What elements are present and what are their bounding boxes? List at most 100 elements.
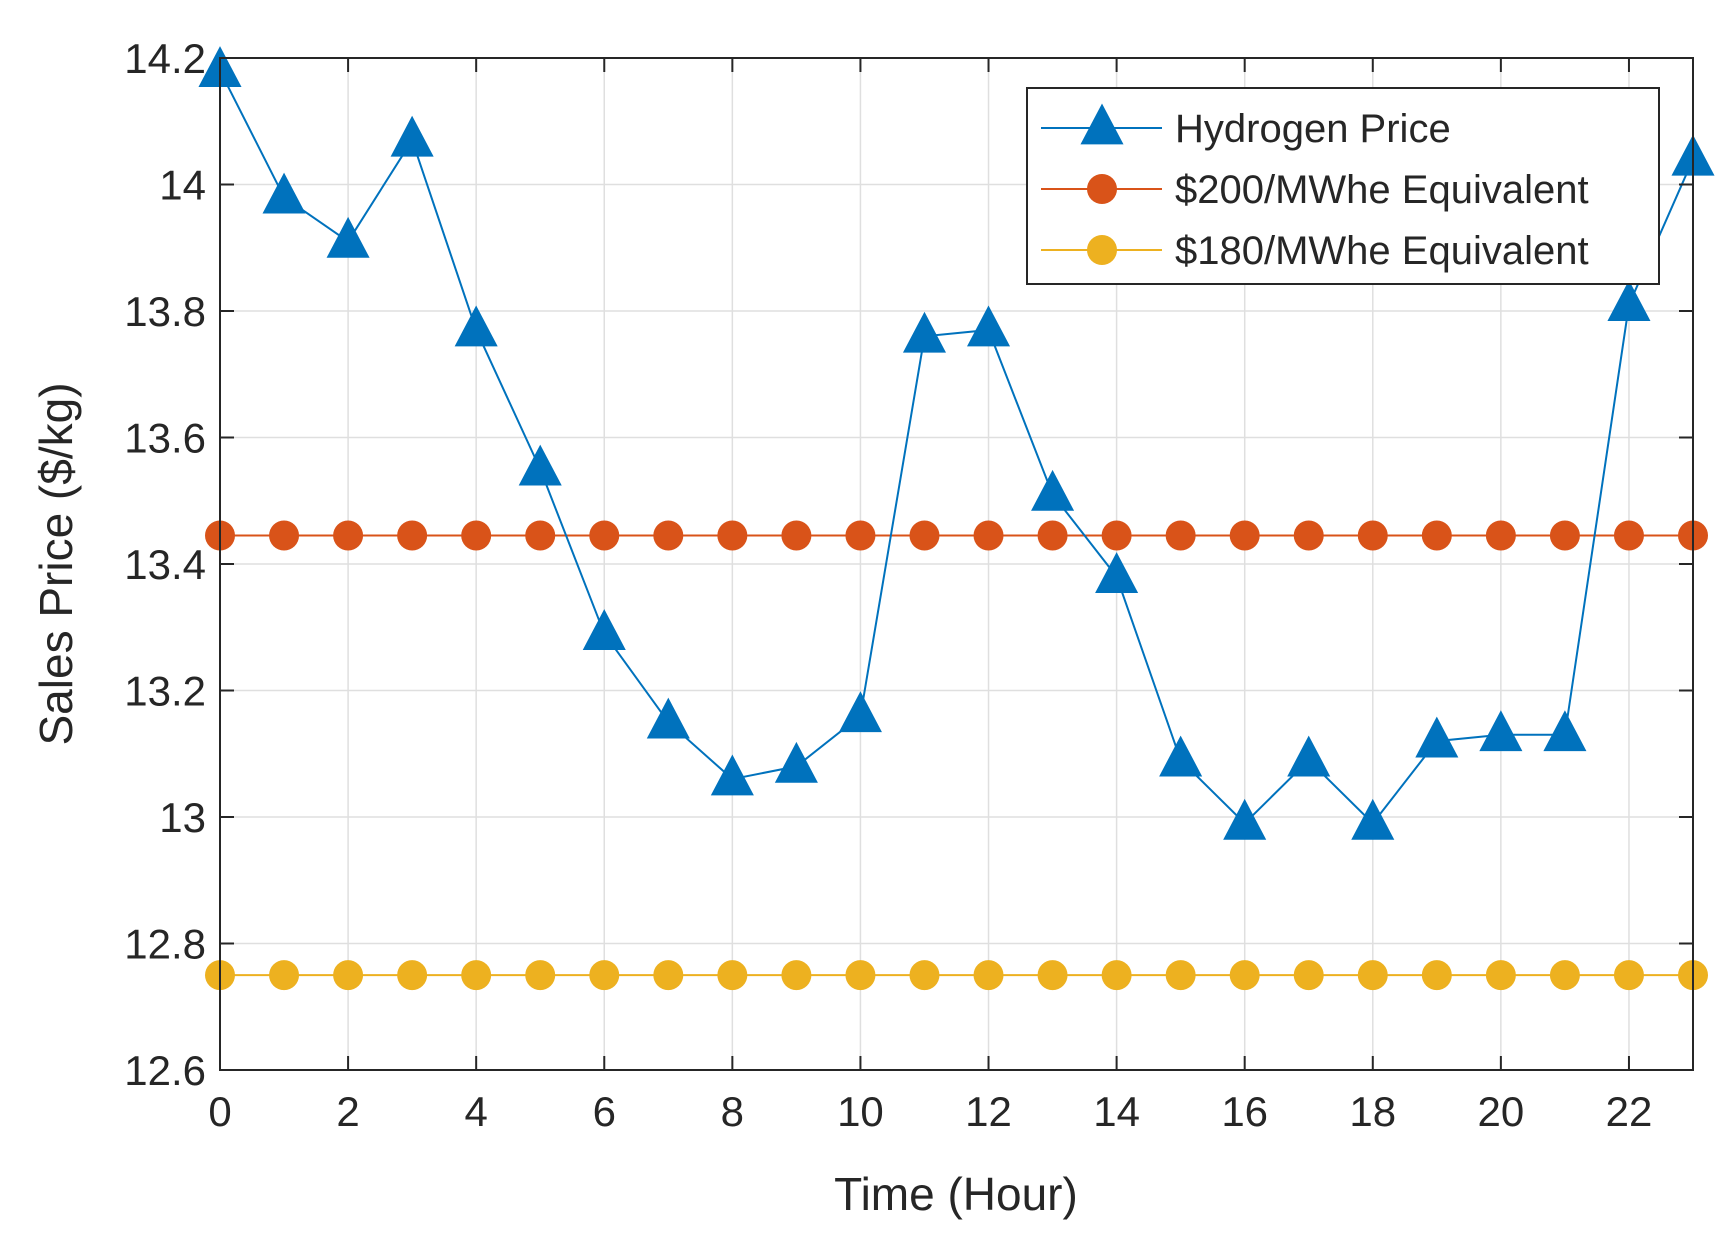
data-point bbox=[973, 520, 1004, 551]
data-point bbox=[1287, 735, 1331, 777]
y-tick-label: 14.2 bbox=[124, 35, 206, 82]
x-tick-label: 20 bbox=[1478, 1088, 1525, 1135]
data-point bbox=[653, 520, 684, 551]
data-point bbox=[845, 960, 876, 991]
data-point bbox=[1095, 552, 1139, 594]
data-point bbox=[269, 520, 300, 551]
legend-marker bbox=[1087, 235, 1117, 265]
data-point bbox=[845, 520, 876, 551]
data-point bbox=[397, 520, 428, 551]
legend-box bbox=[1026, 87, 1660, 285]
data-point bbox=[781, 520, 812, 551]
data-point bbox=[1485, 520, 1516, 551]
data-point bbox=[589, 960, 620, 991]
data-point bbox=[1293, 960, 1324, 991]
data-point bbox=[1549, 520, 1580, 551]
data-point bbox=[1101, 960, 1132, 991]
x-tick-label: 12 bbox=[965, 1088, 1012, 1135]
data-point bbox=[525, 960, 556, 991]
legend-label: $180/MWhe Equivalent bbox=[1175, 229, 1589, 273]
data-point bbox=[646, 697, 690, 739]
series-0 bbox=[198, 46, 1715, 840]
data-point bbox=[1037, 520, 1068, 551]
data-point bbox=[1479, 710, 1523, 752]
data-point bbox=[1421, 960, 1452, 991]
data-point bbox=[333, 520, 364, 551]
data-point bbox=[269, 960, 300, 991]
legend-label: Hydrogen Price bbox=[1175, 107, 1451, 151]
data-point bbox=[1613, 960, 1644, 991]
data-point bbox=[1607, 280, 1651, 322]
data-point bbox=[1351, 798, 1395, 840]
series-layer bbox=[198, 46, 1715, 991]
data-point bbox=[1165, 520, 1196, 551]
series-2 bbox=[205, 960, 1708, 991]
data-point bbox=[454, 305, 498, 347]
data-point bbox=[589, 520, 620, 551]
data-point bbox=[1101, 520, 1132, 551]
data-point bbox=[1421, 520, 1452, 551]
legend-marker bbox=[1080, 103, 1124, 145]
y-tick-label: 13.6 bbox=[124, 415, 206, 462]
data-point bbox=[966, 305, 1011, 347]
data-point bbox=[653, 960, 684, 991]
y-tick-label: 13.4 bbox=[124, 541, 206, 588]
y-axis: 12.6 12.8 13 13.2 13.4 13.6 13.8 14 14.2 bbox=[124, 35, 1693, 1094]
y-tick-label: 12.6 bbox=[124, 1047, 206, 1094]
data-point bbox=[710, 754, 754, 796]
data-point bbox=[1357, 520, 1388, 551]
data-point bbox=[390, 115, 434, 157]
data-point bbox=[909, 520, 940, 551]
y-axis-label: Sales Price ($/kg) bbox=[30, 382, 82, 745]
data-point bbox=[774, 741, 818, 783]
data-point bbox=[582, 609, 626, 650]
data-point bbox=[1037, 960, 1068, 991]
x-tick-label: 6 bbox=[593, 1088, 616, 1135]
x-tick-label: 18 bbox=[1349, 1088, 1396, 1135]
data-point bbox=[1165, 960, 1196, 991]
data-point bbox=[262, 172, 306, 214]
y-tick-label: 14 bbox=[159, 162, 206, 209]
data-point bbox=[333, 960, 364, 991]
data-point bbox=[525, 520, 556, 551]
data-point bbox=[1549, 960, 1580, 991]
data-point bbox=[1159, 735, 1203, 777]
data-point bbox=[461, 520, 492, 551]
data-point bbox=[1293, 520, 1324, 551]
data-point bbox=[1031, 469, 1075, 511]
y-tick-label: 13.2 bbox=[124, 668, 206, 715]
data-point bbox=[461, 960, 492, 991]
y-tick-label: 12.8 bbox=[124, 921, 206, 968]
data-point bbox=[781, 960, 812, 991]
x-axis-label: Time (Hour) bbox=[834, 1168, 1078, 1220]
x-tick-label: 2 bbox=[336, 1088, 359, 1135]
data-point bbox=[1223, 798, 1267, 840]
data-point bbox=[1229, 960, 1260, 991]
series-1 bbox=[205, 520, 1708, 551]
data-point bbox=[397, 960, 428, 991]
data-point bbox=[717, 520, 748, 551]
x-tick-label: 4 bbox=[464, 1088, 487, 1135]
data-point bbox=[1229, 520, 1260, 551]
y-tick-label: 13 bbox=[159, 794, 206, 841]
data-point bbox=[518, 444, 562, 486]
legend: Hydrogen Price $200/MWhe Equivalent $180/M… bbox=[1026, 87, 1660, 285]
legend-marker bbox=[1087, 174, 1117, 204]
x-tick-label: 16 bbox=[1221, 1088, 1268, 1135]
x-tick-label: 10 bbox=[837, 1088, 884, 1135]
legend-entry: Hydrogen Price bbox=[1041, 103, 1451, 151]
data-point bbox=[1357, 960, 1388, 991]
x-axis: 0 2 4 6 8 10 12 14 16 18 20 22 bbox=[208, 58, 1652, 1135]
data-point bbox=[1485, 960, 1516, 991]
x-tick-label: 0 bbox=[208, 1088, 231, 1135]
data-point bbox=[1613, 520, 1644, 551]
x-tick-label: 8 bbox=[721, 1088, 744, 1135]
data-point bbox=[838, 691, 882, 733]
legend-entry: $180/MWhe Equivalent bbox=[1041, 229, 1589, 273]
data-point bbox=[1543, 710, 1587, 752]
data-point bbox=[902, 311, 947, 353]
y-tick-label: 13.8 bbox=[124, 288, 206, 335]
x-tick-label: 14 bbox=[1093, 1088, 1140, 1135]
legend-label: $200/MWhe Equivalent bbox=[1175, 168, 1589, 212]
